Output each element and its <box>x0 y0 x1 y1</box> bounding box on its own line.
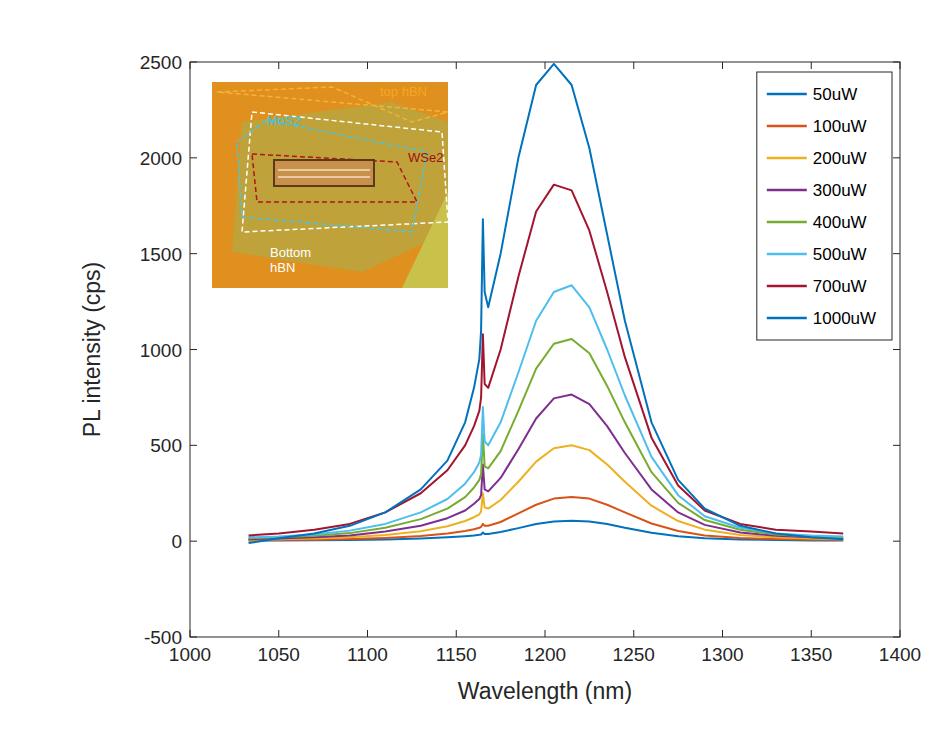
legend-swatch <box>767 285 807 288</box>
legend-label: 200uW <box>813 149 867 168</box>
y-tick <box>893 541 900 542</box>
device-line <box>278 176 370 178</box>
series-line <box>249 339 844 538</box>
y-tick <box>190 349 197 350</box>
device-line <box>278 169 370 171</box>
x-tick <box>633 62 634 69</box>
inset-label-line: Bottom <box>270 245 311 260</box>
legend-label: 50uW <box>813 85 857 104</box>
x-tick-label: 1250 <box>613 644 655 665</box>
legend-swatch <box>767 157 807 160</box>
y-tick <box>190 253 197 254</box>
device <box>274 160 374 186</box>
x-tick <box>278 62 279 69</box>
x-tick <box>545 630 546 637</box>
inset-label: MoS2 <box>267 113 301 128</box>
legend-label: 300uW <box>813 181 867 200</box>
x-tick-label: 1350 <box>790 644 832 665</box>
y-tick <box>893 349 900 350</box>
y-tick <box>893 637 900 638</box>
legend-swatch <box>767 317 807 320</box>
inset-bg <box>212 82 448 288</box>
x-tick <box>633 630 634 637</box>
inset: top hBN MoS2 WSe2 BottomhBN <box>212 82 448 288</box>
x-tick-label: 1400 <box>879 644 921 665</box>
flake <box>232 102 448 272</box>
x-tick <box>811 630 812 637</box>
x-axis-title: Wavelength (nm) <box>458 678 632 704</box>
series-line <box>249 285 844 537</box>
plot-bg <box>190 62 900 637</box>
x-tick-label: 1200 <box>524 644 566 665</box>
x-tick <box>367 630 368 637</box>
x-tick <box>900 630 901 637</box>
legend-box <box>757 72 892 340</box>
y-tick-label: 2500 <box>140 52 182 73</box>
x-tick <box>190 62 191 69</box>
x-tick <box>456 630 457 637</box>
x-tick <box>722 62 723 69</box>
y-tick <box>893 445 900 446</box>
inset-label: WSe2 <box>408 150 443 165</box>
x-tick-label: 1300 <box>701 644 743 665</box>
legend-label: 400uW <box>813 213 867 232</box>
x-tick <box>722 630 723 637</box>
legend-swatch <box>767 125 807 128</box>
x-tick <box>190 630 191 637</box>
x-tick <box>900 62 901 69</box>
y-tick <box>190 445 197 446</box>
x-tick <box>456 62 457 69</box>
legend-label: 1000uW <box>813 309 876 328</box>
y-tick-label: -500 <box>144 627 182 648</box>
x-tick <box>811 62 812 69</box>
legend-label: 700uW <box>813 277 867 296</box>
legend: 50uW 100uW 200uW 300uW 400uW 500uW 700uW 1000uW <box>757 72 892 340</box>
y-tick <box>893 62 900 63</box>
chart: 1000 1050 1100 1150 1200 1250 1300 1350 1400 -500… <box>0 0 936 745</box>
x-tick <box>278 630 279 637</box>
x-tick <box>367 62 368 69</box>
inset-label: BottomhBN <box>270 245 311 275</box>
x-tick-label: 1150 <box>436 644 477 665</box>
legend-swatch <box>767 253 807 256</box>
legend-label: 100uW <box>813 117 867 136</box>
y-tick <box>893 157 900 158</box>
legend-swatch <box>767 221 807 224</box>
y-tick <box>190 637 197 638</box>
series-line <box>249 395 844 540</box>
legend-label: 500uW <box>813 245 867 264</box>
y-tick <box>190 62 197 63</box>
x-tick <box>545 62 546 69</box>
plot-frame <box>190 62 900 637</box>
flake <box>402 192 448 288</box>
y-tick-label: 2000 <box>140 148 182 169</box>
outline <box>237 120 427 232</box>
inset-label: top hBN <box>380 84 427 99</box>
outline <box>242 112 448 232</box>
y-tick <box>190 157 197 158</box>
legend-swatch <box>767 189 807 192</box>
x-tick-label: 1100 <box>347 644 388 665</box>
y-tick <box>893 253 900 254</box>
y-tick-label: 0 <box>171 531 182 552</box>
y-axis-title: PL intensity (cps) <box>79 262 105 438</box>
x-tick-label: 1050 <box>258 644 300 665</box>
y-tick-label: 1500 <box>140 244 182 265</box>
inset-label-line: hBN <box>270 260 295 275</box>
y-tick-label: 1000 <box>140 340 182 361</box>
y-tick-label: 500 <box>150 435 182 456</box>
outline <box>252 154 417 202</box>
y-tick <box>190 541 197 542</box>
legend-swatch <box>767 93 807 96</box>
